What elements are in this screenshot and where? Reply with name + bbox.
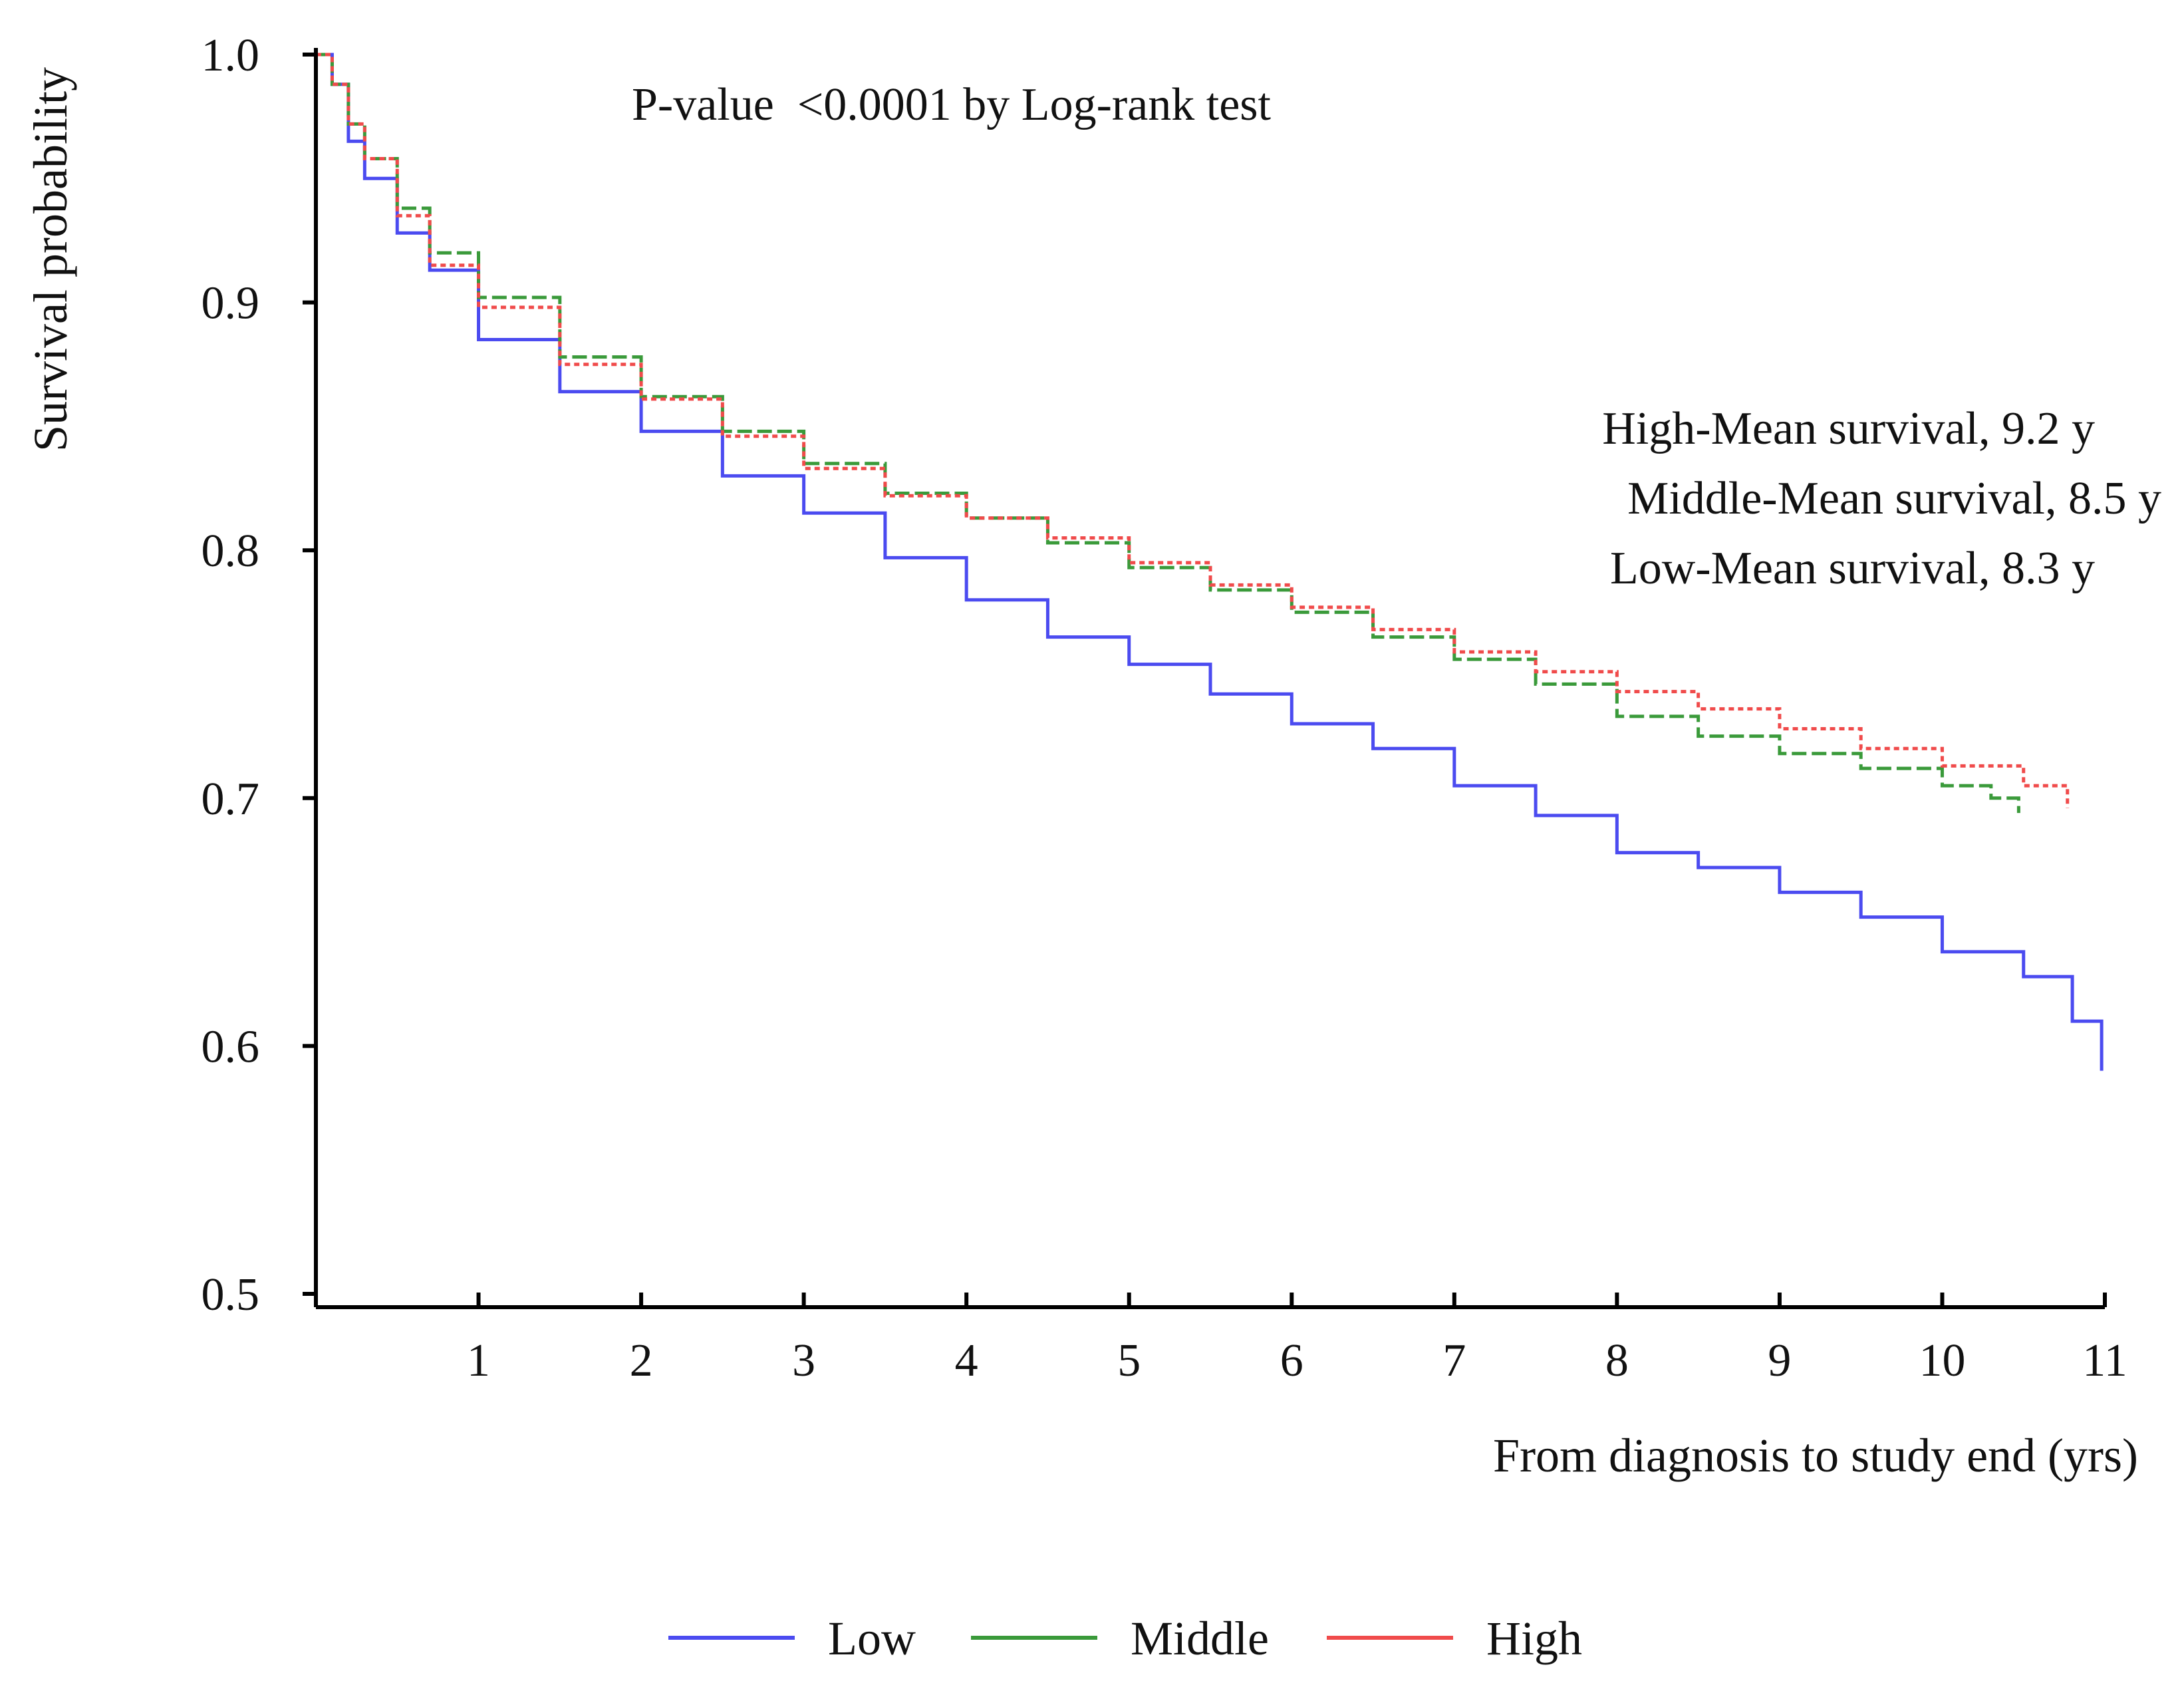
y-axis-title: Survival probability: [24, 67, 77, 452]
legend-label-high: High: [1486, 1612, 1582, 1665]
legend-label-middle: Middle: [1131, 1612, 1269, 1665]
x-tick-label: 11: [2082, 1335, 2127, 1386]
x-tick-label: 7: [1442, 1335, 1466, 1386]
x-axis-title: From diagnosis to study end (yrs): [1493, 1429, 2138, 1482]
tick-layer: 0.5 0.6 0.7 0.8 0.9 1.0 1 2 3 4 5 6 7 8 9 10 11: [202, 30, 2127, 1386]
y-tick-label: 0.7: [202, 774, 260, 825]
y-tick-label: 0.9: [202, 278, 260, 329]
x-tick-label: 5: [1117, 1335, 1141, 1386]
legend: Low Middle High: [668, 1612, 1582, 1665]
mean-survival-middle: Middle-Mean survival, 8.5 y: [1627, 473, 2161, 524]
mean-survival-low: Low-Mean survival, 8.3 y: [1610, 543, 2095, 594]
x-tick-label: 8: [1605, 1335, 1629, 1386]
x-tick-label: 1: [467, 1335, 490, 1386]
series-layer: [316, 53, 2104, 1071]
series-line-high: [316, 53, 2070, 808]
legend-label-low: Low: [828, 1612, 916, 1665]
y-tick-label: 0.8: [202, 526, 260, 577]
pvalue-annotation: P-value <0.0001 by Log-rank test: [632, 79, 1272, 130]
x-tick-label: 4: [955, 1335, 978, 1386]
x-tick-label: 9: [1768, 1335, 1791, 1386]
x-tick-label: 10: [1919, 1335, 1965, 1386]
y-tick-label: 1.0: [202, 30, 260, 81]
x-tick-label: 2: [630, 1335, 653, 1386]
y-tick-label: 0.5: [202, 1269, 260, 1320]
x-tick-label: 3: [792, 1335, 815, 1386]
x-tick-label: 6: [1280, 1335, 1303, 1386]
series-line-middle: [316, 53, 2020, 814]
y-tick-label: 0.6: [202, 1021, 260, 1072]
mean-survival-high: High-Mean survival, 9.2 y: [1602, 403, 2095, 454]
